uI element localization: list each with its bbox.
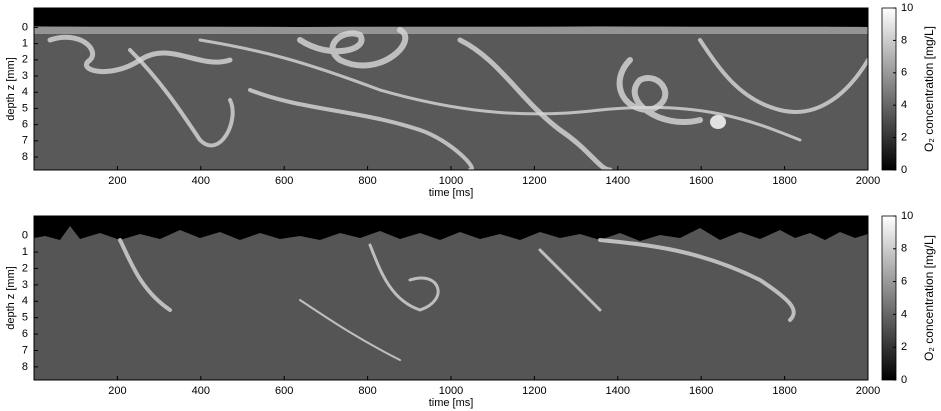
x-tick-label: 800 — [358, 175, 376, 187]
colorbar-tick-label: 10 — [901, 2, 913, 14]
y-axis-label: depth z [mm] — [5, 266, 17, 330]
x-tick-label: 400 — [192, 385, 210, 397]
x-axis-label: time [ms] — [429, 187, 474, 199]
colorbar-label: O₂ concentration [mg/L] — [922, 26, 936, 152]
y-tick-label: 8 — [22, 151, 28, 163]
x-axis-label: time [ms] — [429, 397, 474, 409]
x-tick-label: 2000 — [856, 385, 880, 397]
y-tick-label: 3 — [22, 279, 28, 291]
y-tick-label: 4 — [22, 86, 28, 98]
colorbar — [881, 215, 897, 381]
y-tick-label: 2 — [22, 54, 28, 66]
y-tick-label: 0 — [22, 230, 28, 242]
x-tick-label: 1000 — [439, 175, 463, 187]
colorbar-label: O₂ concentration [mg/L] — [922, 235, 936, 361]
x-tick-label: 1000 — [439, 385, 463, 397]
x-tick-label: 600 — [275, 385, 293, 397]
x-tick-label: 2000 — [856, 175, 880, 187]
colorbar-tick-label: 8 — [901, 34, 907, 46]
colorbar-tick-label: 4 — [901, 308, 907, 320]
y-tick-label: 5 — [22, 312, 28, 324]
heatmap-image — [34, 8, 868, 170]
y-tick-label: 6 — [22, 328, 28, 340]
y-tick-label: 8 — [22, 361, 28, 373]
colorbar-tick-label: 0 — [901, 374, 907, 386]
y-tick-label: 0 — [22, 21, 28, 33]
x-tick-label: 800 — [358, 385, 376, 397]
x-tick-label: 1400 — [606, 385, 630, 397]
x-tick-label: 600 — [275, 175, 293, 187]
colorbar-tick-label: 2 — [901, 341, 907, 353]
colorbar-tick-label: 6 — [901, 67, 907, 79]
y-tick-label: 7 — [22, 344, 28, 356]
x-tick-label: 1200 — [522, 175, 546, 187]
heatmap-image — [34, 216, 868, 380]
y-tick-label: 1 — [22, 38, 28, 50]
colorbar-tick-label: 2 — [901, 132, 907, 144]
y-tick-label: 1 — [22, 246, 28, 258]
y-axis-label: depth z [mm] — [5, 57, 17, 121]
colorbar — [881, 7, 897, 171]
colorbar-tick-label: 8 — [901, 243, 907, 255]
x-tick-label: 200 — [108, 385, 126, 397]
x-tick-label: 1600 — [689, 385, 713, 397]
y-tick-label: 4 — [22, 295, 28, 307]
x-tick-label: 200 — [108, 175, 126, 187]
x-tick-label: 1200 — [522, 385, 546, 397]
y-tick-label: 2 — [22, 262, 28, 274]
colorbar-tick-label: 6 — [901, 276, 907, 288]
y-tick-label: 3 — [22, 70, 28, 82]
x-tick-label: 1600 — [689, 175, 713, 187]
x-tick-label: 1800 — [772, 385, 796, 397]
x-tick-label: 1800 — [772, 175, 796, 187]
x-tick-label: 400 — [192, 175, 210, 187]
x-tick-label: 1400 — [606, 175, 630, 187]
y-tick-label: 5 — [22, 102, 28, 114]
colorbar-tick-label: 4 — [901, 99, 907, 111]
colorbar-tick-label: 10 — [901, 210, 913, 222]
y-tick-label: 6 — [22, 119, 28, 131]
y-tick-label: 7 — [22, 135, 28, 147]
colorbar-tick-label: 0 — [901, 164, 907, 176]
